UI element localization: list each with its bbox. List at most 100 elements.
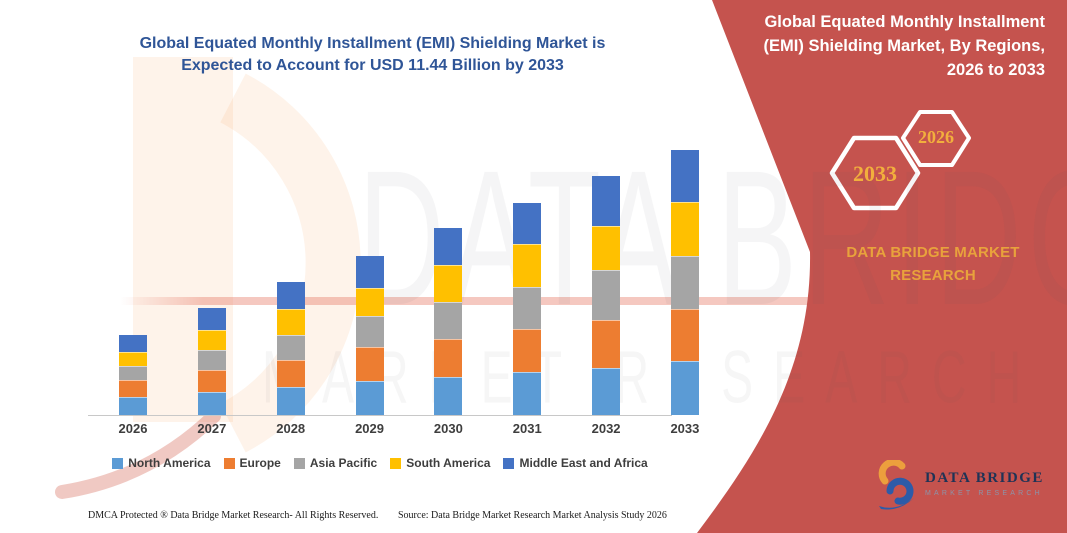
legend-label: Middle East and Africa [519,456,648,470]
bar-segment-2029-europe [355,347,384,381]
legend-label: Asia Pacific [309,456,378,470]
logo-text: DATA BRIDGE MARKET RESEARCH [925,460,1044,497]
bar-segment-2033-asia-pacific [670,255,699,310]
data-bridge-logo: DATA BRIDGE MARKET RESEARCH [878,460,1044,510]
watermark-text-data-bridge: DATA BRIDGE [358,131,1067,346]
legend: North America Europe Asia Pacific South Ame… [90,456,670,470]
bar-segment-2026-north-america [119,397,147,415]
bar-segment-2027-europe [197,369,226,392]
bar-segment-2027-middle-east-and-africa [197,307,226,330]
logo-tagline: MARKET RESEARCH [925,490,1043,497]
x-axis-line [88,415,672,416]
bars [90,150,725,415]
bar-segment-2031-north-america [513,371,542,415]
bar-segment-2026-south-america [119,351,147,366]
bar-segment-2028-asia-pacific [276,334,305,361]
bar-segment-2029-asia-pacific [355,315,384,348]
bar-segment-2032-middle-east-and-africa [592,176,621,227]
data-bridge-b-icon [878,460,914,510]
x-label-2030: 2030 [433,421,463,436]
bar-2027 [197,307,226,415]
hexagon-year-2033: 2033 [853,161,897,186]
bar-segment-2026-asia-pacific [119,365,147,381]
bar-segment-2027-south-america [197,329,226,351]
hexagon-2033 [829,135,921,211]
hexagon-year-2026: 2026 [918,127,954,147]
watermark-pink-band [120,297,810,305]
x-label-2029: 2029 [355,421,384,436]
bar-2031 [513,202,542,415]
banner-heading-line2: (EMI) Shielding Market, By Regions, [763,37,1045,55]
hexagon-2026 [901,110,971,167]
bar-segment-2033-europe [670,309,699,362]
bar-segment-2030-north-america [434,376,463,415]
bar-segment-2029-middle-east-and-africa [355,256,384,288]
chart-title-line1: Global Equated Monthly Installment (EMI)… [139,35,606,52]
banner-heading-line1: Global Equated Monthly Installment [764,13,1045,31]
bar-segment-2032-europe [592,319,621,369]
x-label-2027: 2027 [197,421,227,436]
bar-segment-2031-asia-pacific [513,286,542,330]
bar-segment-2026-middle-east-and-africa [119,335,147,352]
bar-segment-2028-north-america [276,387,305,415]
bar-segment-2028-middle-east-and-africa [276,281,305,309]
x-label-2026: 2026 [118,421,148,436]
bar-2028 [276,281,305,415]
bar-segment-2033-south-america [670,202,699,256]
bar-segment-2026-europe [119,380,147,398]
banner-heading-line3: 2026 to 2033 [946,61,1045,79]
legend-item-middle-east-and-africa: Middle East and Africa [503,456,648,470]
bar-segment-2030-south-america [434,264,463,302]
bar-2033 [670,150,699,415]
legend-swatch [293,457,305,469]
x-label-2032: 2032 [591,421,621,436]
legend-swatch [390,457,402,469]
legend-item-asia-pacific: Asia Pacific [293,456,378,470]
bar-2029 [355,256,384,415]
bar-2032 [592,176,621,415]
logo-name: DATA BRIDGE [925,470,1044,486]
footer-dmca-text: DMCA Protected ® Data Bridge Market Rese… [88,510,379,521]
x-axis-labels: 2026 2027 2028 2029 2030 2031 2032 2033 [90,421,725,436]
bar-2026 [119,335,147,415]
legend-item-north-america: North America [112,456,211,470]
x-label-2028: 2028 [276,421,306,436]
x-label-2033: 2033 [670,421,700,436]
bar-segment-2032-asia-pacific [592,269,621,320]
legend-swatch [223,457,235,469]
legend-label: North America [128,456,211,470]
bar-segment-2027-north-america [197,391,226,415]
legend-item-south-america: South America [390,456,490,470]
banner-brand-line2: RESEARCH [890,267,976,284]
legend-item-europe: Europe [223,456,281,470]
bar-segment-2031-south-america [513,244,542,287]
bar-segment-2033-north-america [670,361,699,415]
bar-segment-2031-europe [513,329,542,372]
bar-segment-2029-north-america [355,380,384,415]
banner-brand-line1: DATA BRIDGE MARKET [846,244,1020,261]
bar-segment-2032-south-america [592,226,621,270]
banner-brand-text: DATA BRIDGE MARKET RESEARCH [818,241,1048,287]
footer-source-text: Source: Data Bridge Market Research Mark… [398,510,667,521]
banner-polygon [697,0,1067,533]
watermark-text-market-research: MARKET RESEARCH [262,337,1042,420]
bar-segment-2031-middle-east-and-africa [513,202,542,245]
legend-label: South America [406,456,491,470]
legend-swatch [503,457,515,469]
watermark-swoosh [55,409,221,499]
banner-heading: Global Equated Monthly Installment (EMI)… [715,10,1045,82]
bar-segment-2027-asia-pacific [197,350,226,370]
bar-segment-2029-south-america [355,287,384,316]
legend-swatch [112,457,124,469]
bar-segment-2032-north-america [592,368,621,415]
bar-segment-2030-middle-east-and-africa [434,228,463,265]
bar-2030 [434,228,463,415]
chart-title: Global Equated Monthly Installment (EMI)… [100,33,645,76]
x-label-2031: 2031 [512,421,542,436]
bar-segment-2030-asia-pacific [434,301,463,339]
bar-segment-2028-south-america [276,308,305,335]
bar-segment-2030-europe [434,338,463,377]
bar-segment-2028-europe [276,360,305,388]
